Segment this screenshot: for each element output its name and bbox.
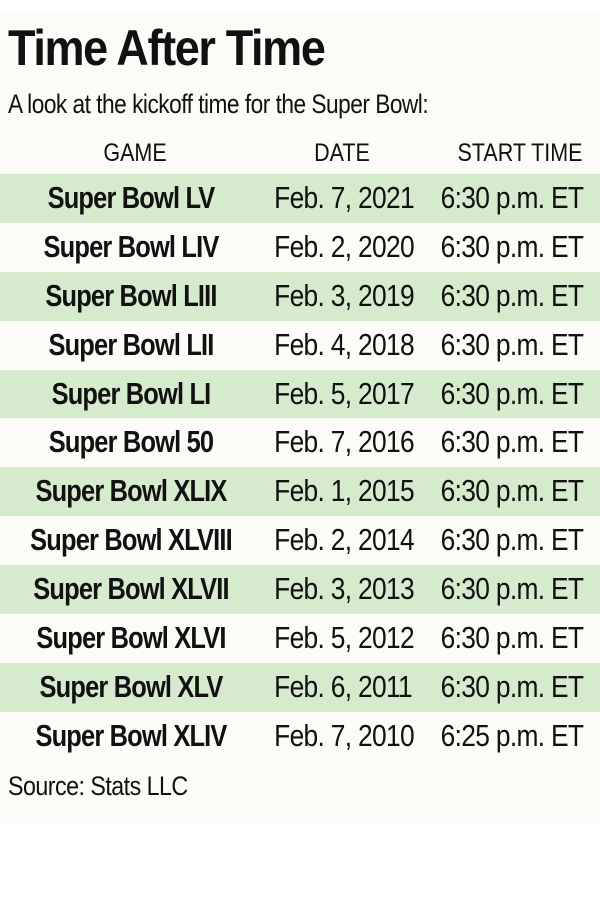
date-cell: Feb. 5, 2017 <box>274 375 414 411</box>
start-time-cell: 6:30 p.m. ET <box>440 668 584 704</box>
start-time-cell: 6:30 p.m. ET <box>440 424 584 460</box>
game-cell: Super Bowl XLIV <box>35 717 227 753</box>
table-row: Super Bowl LI Feb. 5, 2017 6:30 p.m. ET <box>0 369 600 419</box>
game-cell: Super Bowl LII <box>48 326 214 362</box>
date-cell: Feb. 2, 2014 <box>274 522 414 558</box>
date-cell: Feb. 7, 2016 <box>274 424 414 460</box>
start-time-cell: 6:30 p.m. ET <box>440 473 584 509</box>
start-time-cell: 6:30 p.m. ET <box>440 522 584 558</box>
date-cell: Feb. 7, 2021 <box>274 180 414 215</box>
table-row: Super Bowl XLV Feb. 6, 2011 6:30 p.m. ET <box>0 662 600 712</box>
column-header-start-time: START TIME <box>457 139 583 167</box>
game-cell: Super Bowl LIV <box>43 228 220 264</box>
game-cell: Super Bowl LI <box>51 375 212 411</box>
column-header-game: GAME <box>103 139 167 167</box>
game-cell: Super Bowl XLVII <box>33 571 229 607</box>
table-body: Super Bowl LV Feb. 7, 2021 6:30 p.m. ET … <box>0 174 600 761</box>
date-cell: Feb. 3, 2019 <box>274 277 414 313</box>
table-row: Super Bowl XLVII Feb. 3, 2013 6:30 p.m. … <box>0 565 600 615</box>
table-row: Super Bowl 50 Feb. 7, 2016 6:30 p.m. ET <box>0 418 600 467</box>
table-row: Super Bowl XLVIII Feb. 2, 2014 6:30 p.m.… <box>0 516 600 565</box>
date-cell: Feb. 2, 2020 <box>274 228 414 264</box>
table-row: Super Bowl LII Feb. 4, 2018 6:30 p.m. ET <box>0 321 600 370</box>
date-cell: Feb. 4, 2018 <box>274 326 414 362</box>
table-row: Super Bowl XLIX Feb. 1, 2015 6:30 p.m. E… <box>0 467 600 517</box>
date-cell: Feb. 3, 2013 <box>274 571 414 607</box>
graphic-card: Time After Time A look at the kickoff ti… <box>0 14 600 824</box>
start-time-cell: 6:30 p.m. ET <box>440 277 584 313</box>
table-row: Super Bowl LIV Feb. 2, 2020 6:30 p.m. ET <box>0 223 600 272</box>
source-note: Source: Stats LLC <box>8 771 188 801</box>
game-cell: Super Bowl XLV <box>39 668 224 704</box>
table-row: Super Bowl XLVI Feb. 5, 2012 6:30 p.m. E… <box>0 614 600 663</box>
game-cell: Super Bowl XLVIII <box>30 522 233 558</box>
date-cell: Feb. 7, 2010 <box>274 717 414 753</box>
start-time-cell: 6:30 p.m. ET <box>440 571 584 607</box>
start-time-cell: 6:30 p.m. ET <box>440 326 584 362</box>
column-header-date: DATE <box>314 139 370 167</box>
game-cell: Super Bowl XLVI <box>36 620 226 656</box>
table-row: Super Bowl LIII Feb. 3, 2019 6:30 p.m. E… <box>0 271 600 321</box>
start-time-cell: 6:30 p.m. ET <box>440 620 584 656</box>
graphic-subtitle: A look at the kickoff time for the Super… <box>8 89 429 119</box>
date-cell: Feb. 5, 2012 <box>274 620 414 656</box>
date-cell: Feb. 6, 2011 <box>274 668 413 704</box>
game-cell: Super Bowl 50 <box>48 424 214 460</box>
game-cell: Super Bowl LV <box>47 180 216 215</box>
start-time-cell: 6:30 p.m. ET <box>440 228 584 264</box>
start-time-cell: 6:25 p.m. ET <box>440 717 584 753</box>
game-cell: Super Bowl XLIX <box>35 473 227 509</box>
graphic-title: Time After Time <box>8 20 326 76</box>
start-time-cell: 6:30 p.m. ET <box>440 375 584 411</box>
date-cell: Feb. 1, 2015 <box>274 473 414 509</box>
table-row: Super Bowl XLIV Feb. 7, 2010 6:25 p.m. E… <box>0 712 600 761</box>
game-cell: Super Bowl LIII <box>45 277 217 313</box>
table-row: Super Bowl LV Feb. 7, 2021 6:30 p.m. ET <box>0 174 600 223</box>
table-header: GAME DATE START TIME <box>0 135 600 171</box>
start-time-cell: 6:30 p.m. ET <box>440 180 584 215</box>
